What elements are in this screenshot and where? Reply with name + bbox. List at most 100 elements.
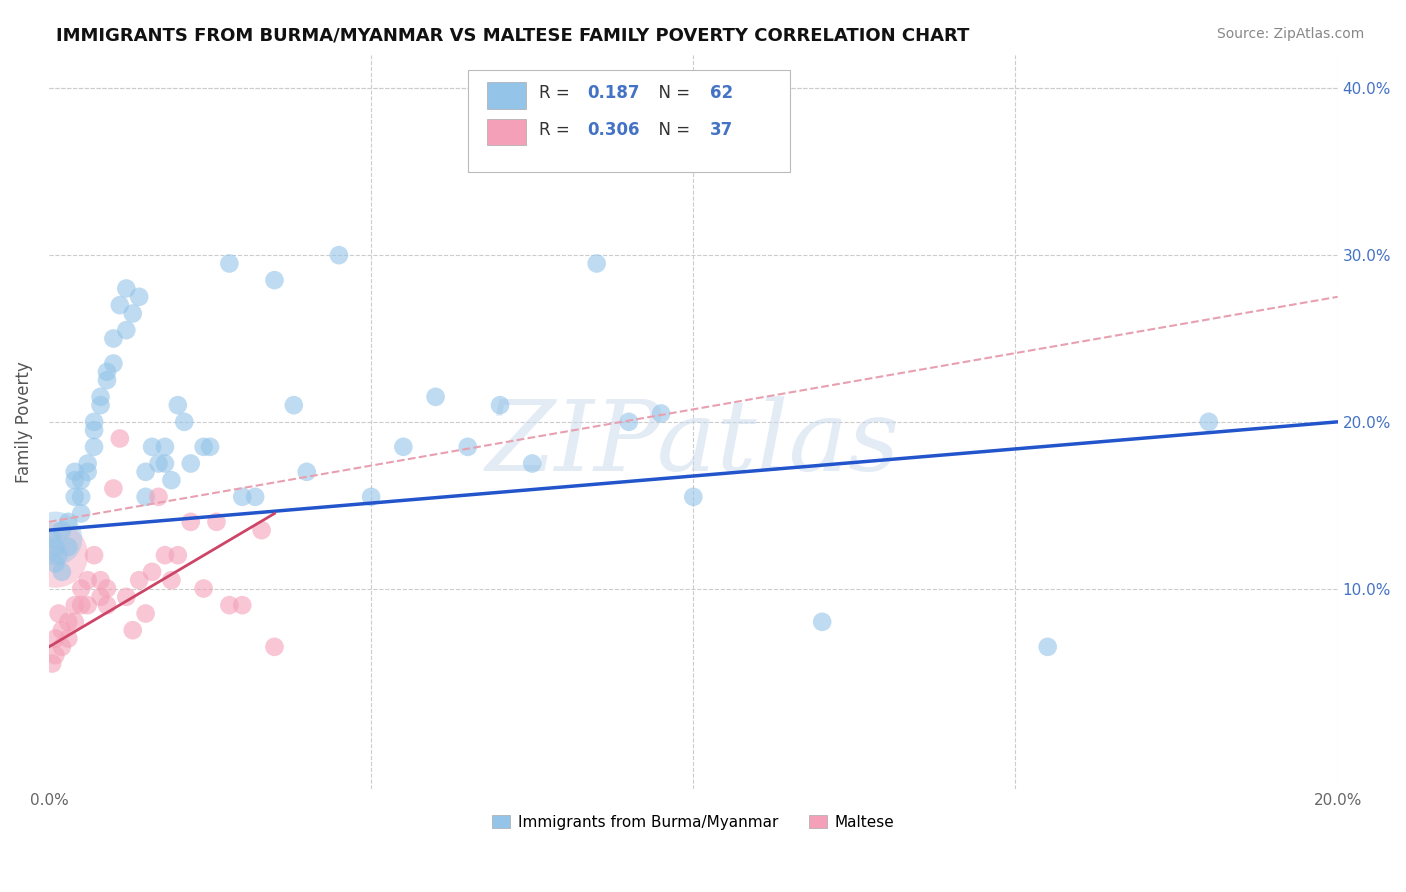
Point <box>160 573 183 587</box>
Point <box>1036 640 1059 654</box>
Point <box>135 607 157 621</box>
Point <box>231 490 253 504</box>
Point <box>218 256 240 270</box>
Point <box>148 490 170 504</box>
Point <box>522 457 544 471</box>
Point <box>121 306 143 320</box>
Point <box>89 573 111 587</box>
Point <box>44 557 66 571</box>
Point <box>96 373 118 387</box>
Text: IMMIGRANTS FROM BURMA/MYANMAR VS MALTESE FAMILY POVERTY CORRELATION CHART: IMMIGRANTS FROM BURMA/MYANMAR VS MALTESE… <box>56 27 970 45</box>
Point <box>148 457 170 471</box>
Point <box>58 615 80 629</box>
Point <box>115 590 138 604</box>
Point <box>193 440 215 454</box>
Point <box>250 523 273 537</box>
Point <box>58 540 80 554</box>
Point <box>70 507 93 521</box>
Point <box>44 548 66 562</box>
Point <box>153 457 176 471</box>
Point <box>160 473 183 487</box>
Point <box>70 490 93 504</box>
Point <box>425 390 447 404</box>
Point <box>83 423 105 437</box>
Point <box>231 598 253 612</box>
Point <box>63 465 86 479</box>
Point <box>76 465 98 479</box>
Point <box>63 490 86 504</box>
Point <box>70 582 93 596</box>
Point <box>89 398 111 412</box>
Point <box>682 490 704 504</box>
Point <box>135 465 157 479</box>
FancyBboxPatch shape <box>486 119 526 145</box>
Point <box>650 407 672 421</box>
Point <box>44 540 66 554</box>
Point <box>51 640 73 654</box>
Point <box>76 573 98 587</box>
Point <box>48 548 70 562</box>
Point <box>51 565 73 579</box>
Point <box>89 390 111 404</box>
Point <box>173 415 195 429</box>
Point <box>44 532 66 546</box>
Point <box>89 590 111 604</box>
Text: ZIPatlas: ZIPatlas <box>486 396 901 491</box>
Text: R =: R = <box>538 121 575 139</box>
Point <box>457 440 479 454</box>
Point <box>121 623 143 637</box>
Point <box>141 440 163 454</box>
Point <box>115 281 138 295</box>
Point <box>41 657 63 671</box>
Text: 0.306: 0.306 <box>588 121 640 139</box>
Point <box>392 440 415 454</box>
Point <box>135 490 157 504</box>
Point <box>141 565 163 579</box>
Point <box>1198 415 1220 429</box>
Point <box>180 515 202 529</box>
Point <box>166 398 188 412</box>
Point <box>360 490 382 504</box>
Point <box>51 523 73 537</box>
Point <box>243 490 266 504</box>
Point <box>153 548 176 562</box>
Point <box>205 515 228 529</box>
Point <box>96 598 118 612</box>
Point <box>218 598 240 612</box>
Point <box>295 465 318 479</box>
Point <box>108 298 131 312</box>
Text: 0.187: 0.187 <box>588 85 640 103</box>
Point <box>128 573 150 587</box>
Point <box>128 290 150 304</box>
Text: N =: N = <box>648 85 696 103</box>
Legend: Immigrants from Burma/Myanmar, Maltese: Immigrants from Burma/Myanmar, Maltese <box>486 809 901 836</box>
Point <box>166 548 188 562</box>
Text: 62: 62 <box>710 85 733 103</box>
Point <box>617 415 640 429</box>
Y-axis label: Family Poverty: Family Poverty <box>15 361 32 483</box>
Text: 37: 37 <box>710 121 734 139</box>
Point <box>41 532 63 546</box>
Point <box>76 457 98 471</box>
Point <box>83 548 105 562</box>
Point <box>83 440 105 454</box>
Point <box>263 273 285 287</box>
Point <box>58 515 80 529</box>
Point <box>44 632 66 646</box>
Point <box>70 473 93 487</box>
Point <box>489 398 512 412</box>
Point <box>70 598 93 612</box>
Text: N =: N = <box>648 121 696 139</box>
Point <box>283 398 305 412</box>
Point <box>811 615 834 629</box>
Point <box>48 607 70 621</box>
Point <box>76 598 98 612</box>
Point <box>180 457 202 471</box>
Point <box>153 440 176 454</box>
Point <box>103 331 125 345</box>
Point <box>585 256 607 270</box>
Point <box>44 648 66 663</box>
FancyBboxPatch shape <box>486 82 526 109</box>
FancyBboxPatch shape <box>468 70 790 172</box>
Point <box>96 582 118 596</box>
